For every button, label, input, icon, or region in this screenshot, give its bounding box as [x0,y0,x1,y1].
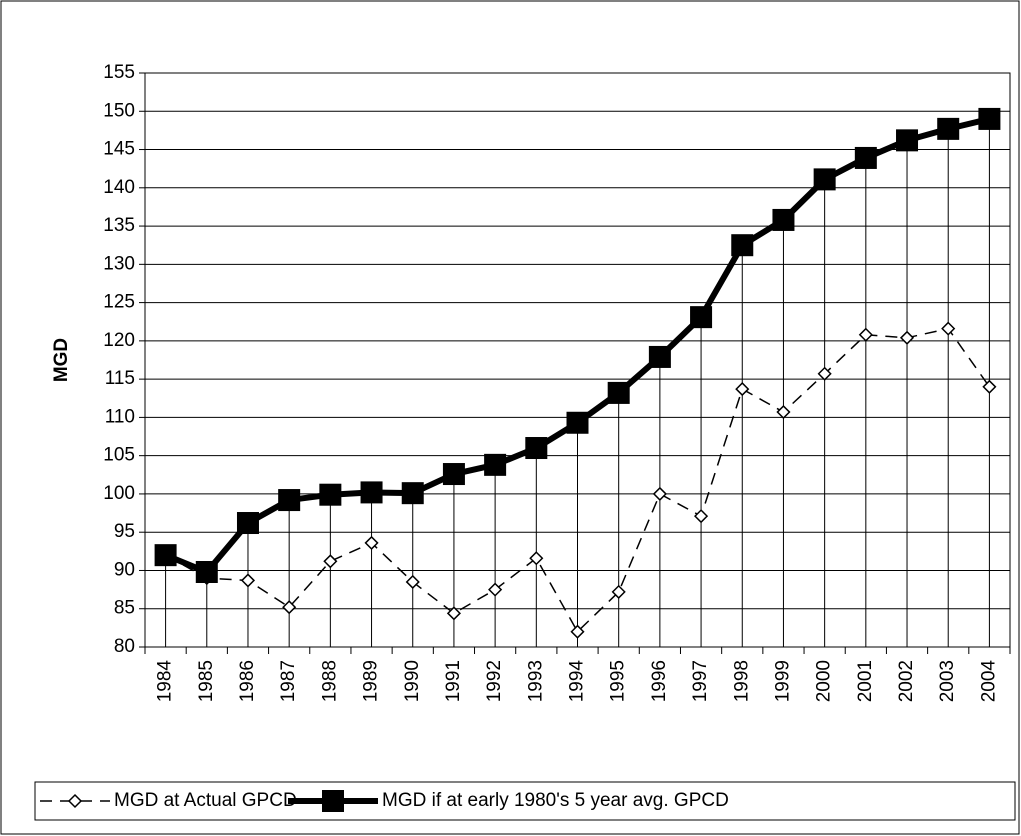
x-tick-label: 2001 [855,660,876,702]
point [323,554,338,569]
point [694,509,709,524]
point [978,107,1001,130]
point [240,573,256,588]
y-tick-label: 155 [103,62,135,83]
x-tick-label: 1990 [402,660,423,702]
y-tick-label: 115 [105,368,135,389]
point [154,544,177,567]
x-tick-label: 2003 [937,660,958,702]
legend-marker [322,790,344,812]
point [484,453,507,476]
point [278,489,301,512]
point [364,535,379,550]
x-tick-label: 1998 [731,660,752,702]
point [941,321,956,336]
x-tick-label: 1995 [608,660,629,702]
legend-label: MGD at Actual GPCD [114,790,297,811]
point [570,624,585,639]
y-tick-label: 130 [103,253,135,274]
y-tick-label: 135 [103,215,135,236]
point [442,463,465,486]
x-tick-label: 1997 [690,660,711,702]
point [488,582,503,597]
y-tick-label: 90 [114,559,135,580]
x-tick-label: 2002 [896,660,917,702]
point [817,366,832,381]
x-tick-label: 1996 [649,660,670,702]
y-tick-label: 145 [103,139,135,160]
legend-box [34,781,1016,821]
x-tick-label: 1994 [567,660,588,703]
x-tick-label: 1986 [237,660,258,702]
x-tick-label: 2000 [814,660,835,702]
x-tick-label: 1987 [278,660,299,702]
point [982,379,997,394]
legend-marker [67,793,83,809]
point [401,482,424,505]
point [236,512,259,535]
point [195,560,218,583]
point [652,486,667,501]
point [446,606,461,621]
point [282,600,297,615]
point [772,208,795,231]
x-tick-label: 1984 [155,660,176,703]
y-tick-label: 150 [103,100,135,121]
y-tick-label: 100 [103,483,135,504]
point [566,411,589,434]
point [776,404,791,420]
x-tick-label: 2004 [978,660,999,703]
x-tick-label: 1985 [196,660,217,702]
x-tick-label: 1989 [361,660,382,702]
point [735,382,750,397]
point [731,234,754,257]
y-tick-label: 80 [114,636,135,657]
point [813,168,836,191]
point [854,146,877,169]
x-tick-label: 1993 [525,660,546,702]
point [899,330,915,345]
point [896,129,919,152]
point [648,345,671,368]
point [405,574,420,590]
y-tick-label: 85 [114,598,135,619]
point [360,481,383,504]
y-tick-label: 105 [103,445,135,466]
y-tick-label: 95 [114,521,135,542]
legend-label: MGD if at early 1980's 5 year avg. GPCD [382,790,729,811]
point [937,117,960,140]
x-tick-label: 1992 [484,660,505,702]
x-tick-label: 1991 [443,660,464,702]
y-tick-label: 120 [103,330,135,351]
point [607,381,630,404]
point [690,306,713,329]
series-line [165,327,991,633]
x-tick-label: 1999 [772,660,793,702]
x-tick-label: 1988 [319,660,340,702]
point [529,551,544,566]
y-tick-label: 125 [103,292,135,313]
point [319,483,342,506]
y-axis-label: MGD [51,338,72,382]
point [525,437,548,460]
y-tick-label: 140 [103,177,135,198]
point [611,584,626,599]
point [858,327,873,342]
y-tick-label: 110 [105,406,135,427]
